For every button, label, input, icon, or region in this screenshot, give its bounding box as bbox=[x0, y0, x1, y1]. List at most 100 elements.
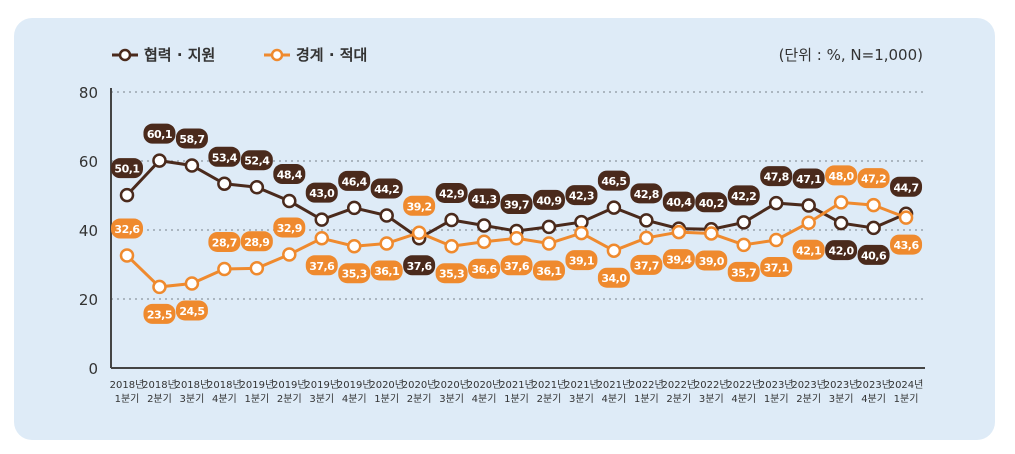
data-point bbox=[606, 243, 622, 258]
data-point bbox=[379, 208, 394, 223]
x-tick-label-quarter: 3분기 bbox=[569, 393, 594, 405]
x-tick-label-year: 2019년 bbox=[240, 379, 275, 391]
data-point bbox=[152, 153, 167, 168]
data-label: 48,4 bbox=[277, 169, 303, 182]
data-point bbox=[606, 200, 622, 215]
data-point bbox=[833, 215, 849, 231]
data-label: 39,4 bbox=[666, 254, 692, 267]
x-tick-label-year: 2019년 bbox=[304, 379, 339, 391]
data-label-bg bbox=[630, 254, 663, 275]
x-tick-label-year: 2018년 bbox=[142, 379, 177, 391]
data-label-bg bbox=[532, 189, 565, 210]
data-label: 40,4 bbox=[666, 196, 692, 209]
data-point bbox=[574, 225, 589, 241]
data-label: 36,1 bbox=[536, 265, 561, 278]
data-point bbox=[346, 200, 362, 216]
data-label: 44,7 bbox=[893, 181, 918, 194]
data-label-bg bbox=[890, 176, 923, 197]
data-point bbox=[866, 220, 881, 236]
data-label: 43,6 bbox=[893, 239, 919, 252]
data-label-bg bbox=[500, 255, 533, 276]
data-label: 50,1 bbox=[114, 163, 139, 176]
x-tick-label-quarter: 3분기 bbox=[699, 393, 724, 405]
data-label-bg bbox=[825, 165, 858, 186]
x-tick-label-quarter: 3분기 bbox=[439, 393, 464, 405]
legend-item-cooperation: 협력 · 지원 bbox=[112, 44, 215, 65]
data-label: 60,1 bbox=[147, 128, 172, 141]
data-label: 52,4 bbox=[244, 155, 270, 168]
data-label: 39,7 bbox=[504, 199, 529, 212]
y-tick-label: 20 bbox=[79, 291, 98, 309]
data-label: 24,5 bbox=[179, 305, 204, 318]
data-label: 37,6 bbox=[407, 260, 433, 273]
data-point bbox=[866, 197, 881, 213]
data-label-bg bbox=[175, 128, 208, 149]
data-label: 23,5 bbox=[147, 308, 172, 321]
y-tick-label: 0 bbox=[88, 360, 98, 378]
data-label: 42,2 bbox=[731, 190, 756, 203]
x-tick-label-year: 2023년 bbox=[824, 379, 859, 391]
data-point bbox=[249, 179, 265, 195]
data-label: 28,9 bbox=[244, 236, 269, 249]
x-tick-label-quarter: 4분기 bbox=[472, 393, 497, 405]
data-point bbox=[736, 215, 751, 230]
x-tick-label-quarter: 1분기 bbox=[115, 393, 140, 405]
data-label: 35,3 bbox=[439, 268, 464, 281]
data-label: 35,7 bbox=[731, 266, 756, 279]
data-point bbox=[736, 237, 751, 253]
data-point bbox=[282, 193, 297, 209]
data-label: 40,2 bbox=[699, 197, 724, 210]
x-tick-label-year: 2021년 bbox=[532, 379, 567, 391]
data-label: 36,1 bbox=[374, 265, 399, 278]
data-label: 39,0 bbox=[699, 255, 725, 268]
data-point bbox=[541, 236, 557, 251]
x-tick-label-quarter: 2분기 bbox=[537, 393, 562, 405]
data-label: 58,7 bbox=[179, 133, 204, 146]
data-label-bg bbox=[143, 123, 176, 144]
data-label-bg bbox=[403, 255, 436, 276]
data-point bbox=[444, 238, 459, 254]
y-tick-label: 40 bbox=[79, 222, 98, 240]
data-label-bg bbox=[857, 168, 890, 189]
data-label-bg bbox=[208, 146, 241, 167]
data-label-bg bbox=[305, 182, 338, 203]
legend-marker-icon bbox=[112, 48, 138, 61]
data-label: 42,3 bbox=[569, 190, 594, 203]
data-label-bg bbox=[630, 183, 663, 204]
data-point bbox=[282, 247, 297, 262]
data-label: 46,4 bbox=[342, 175, 368, 188]
x-tick-label-quarter: 2분기 bbox=[277, 393, 302, 405]
x-tick-label-year: 2024년 bbox=[889, 379, 924, 391]
data-label-bg bbox=[338, 170, 371, 191]
x-tick-label-quarter: 3분기 bbox=[829, 393, 854, 405]
data-label-bg bbox=[208, 231, 241, 252]
x-tick-label-year: 2021년 bbox=[597, 379, 632, 391]
x-tick-label-year: 2022년 bbox=[661, 379, 696, 391]
x-tick-label-year: 2021년 bbox=[564, 379, 599, 391]
x-tick-label-quarter: 4분기 bbox=[861, 393, 886, 405]
x-tick-label-year: 2018년 bbox=[207, 379, 242, 391]
data-label-bg bbox=[435, 182, 468, 203]
y-tick-label: 60 bbox=[79, 153, 98, 171]
x-tick-label-quarter: 1분기 bbox=[894, 393, 919, 405]
data-label-bg bbox=[500, 194, 533, 215]
data-label-bg bbox=[825, 240, 858, 261]
x-tick-label-year: 2018년 bbox=[110, 379, 145, 391]
data-label: 47,8 bbox=[764, 171, 789, 184]
x-tick-label-year: 2023년 bbox=[856, 379, 891, 391]
unit-note: (단위 : %, N=1,000) bbox=[778, 46, 923, 64]
data-label: 35,3 bbox=[342, 268, 367, 281]
x-tick-label-quarter: 1분기 bbox=[764, 393, 789, 405]
legend-label: 경계 · 적대 bbox=[296, 46, 368, 64]
x-tick-label-quarter: 1분기 bbox=[634, 393, 659, 405]
x-tick-label-quarter: 2분기 bbox=[147, 393, 172, 405]
data-label: 39,2 bbox=[407, 200, 432, 213]
data-point bbox=[639, 213, 654, 228]
x-tick-label-year: 2022년 bbox=[726, 379, 761, 391]
data-point bbox=[639, 230, 654, 246]
data-label-bg bbox=[532, 260, 565, 281]
data-label-bg bbox=[662, 191, 695, 212]
data-label-bg bbox=[338, 263, 371, 284]
data-label-bg bbox=[565, 250, 598, 271]
data-label-bg bbox=[597, 267, 630, 288]
